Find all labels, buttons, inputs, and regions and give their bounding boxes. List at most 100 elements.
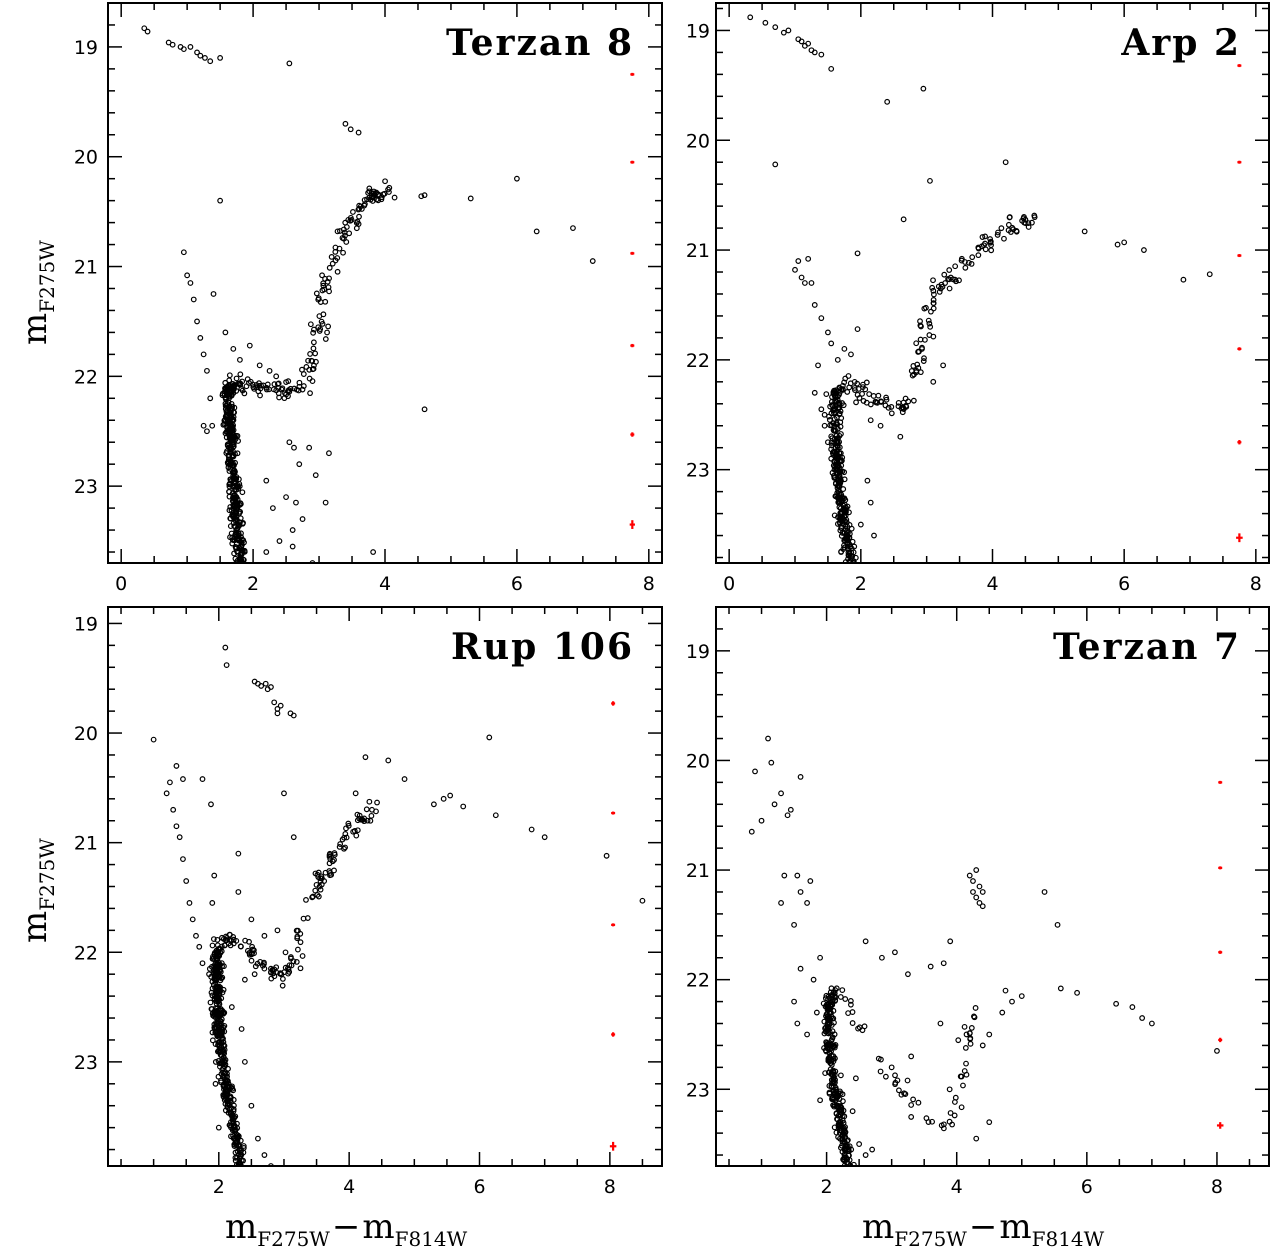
data-point <box>216 1060 223 1067</box>
data-point <box>223 1087 230 1094</box>
data-point <box>217 55 224 61</box>
data-point <box>778 900 784 906</box>
y-tick-label: 21 <box>686 240 710 262</box>
data-point <box>791 998 797 1005</box>
data-point <box>447 792 454 799</box>
data-point <box>364 817 371 824</box>
data-point <box>234 500 241 507</box>
data-point <box>230 448 236 455</box>
data-point <box>224 1101 231 1108</box>
plot-frame <box>715 2 1270 564</box>
data-point <box>326 860 333 867</box>
data-point <box>772 161 779 168</box>
data-point <box>987 236 994 242</box>
data-point <box>218 975 225 982</box>
data-point <box>961 1023 968 1030</box>
x-tick-label: 6 <box>473 1176 485 1198</box>
data-point <box>839 987 846 993</box>
data-point <box>946 1086 953 1093</box>
x-tick-label: 6 <box>1081 1176 1093 1198</box>
data-point <box>927 323 934 330</box>
data-point <box>385 757 392 764</box>
data-point <box>282 949 289 956</box>
data-point <box>375 191 382 198</box>
data-point <box>237 556 244 563</box>
data-point <box>929 1118 936 1125</box>
data-point <box>189 916 196 923</box>
data-point <box>269 505 276 511</box>
data-point <box>862 1152 869 1158</box>
data-point <box>913 340 920 347</box>
data-point <box>847 1001 854 1008</box>
data-point <box>829 1036 835 1042</box>
data-point <box>319 320 326 327</box>
data-point <box>218 943 225 950</box>
data-point <box>787 806 794 813</box>
data-point <box>238 1026 245 1032</box>
data-point <box>830 448 837 455</box>
data-point <box>979 903 986 910</box>
y-tick-label: 23 <box>686 1079 710 1101</box>
data-point <box>294 933 301 940</box>
data-point <box>804 900 810 906</box>
data-point <box>316 313 323 320</box>
data-point <box>197 335 204 341</box>
data-point <box>845 537 851 544</box>
data-point <box>910 363 917 369</box>
data-point <box>233 507 240 514</box>
data-point <box>222 644 229 651</box>
data-point <box>792 266 798 273</box>
data-point <box>797 965 804 972</box>
data-point <box>908 1053 915 1060</box>
data-point <box>834 521 841 527</box>
data-point <box>1008 229 1014 235</box>
data-point <box>309 560 316 563</box>
data-point <box>313 881 320 888</box>
x-tick-label: 6 <box>511 573 523 595</box>
data-point <box>845 1146 852 1152</box>
data-point <box>973 1135 980 1142</box>
data-point <box>283 494 289 501</box>
data-point <box>361 202 368 209</box>
y-tick-label: 19 <box>74 37 98 59</box>
data-point <box>823 1042 830 1049</box>
data-point <box>798 38 805 45</box>
data-point <box>275 390 282 397</box>
data-point <box>832 409 839 416</box>
data-point <box>923 304 929 311</box>
data-point <box>324 329 330 336</box>
data-point <box>825 329 831 336</box>
plot-frame <box>715 606 1270 1167</box>
data-point <box>930 378 937 385</box>
data-point <box>236 483 243 490</box>
data-point <box>232 1126 239 1133</box>
data-point <box>199 960 206 967</box>
data-point <box>872 398 879 405</box>
data-point <box>258 683 265 689</box>
data-point <box>319 272 325 279</box>
data-point <box>170 806 177 813</box>
data-point <box>328 254 335 260</box>
data-point <box>273 373 280 380</box>
data-point <box>946 285 953 292</box>
data-point <box>293 386 300 393</box>
data-point <box>214 936 221 943</box>
data-point <box>967 1040 974 1047</box>
data-point <box>347 126 354 133</box>
data-point <box>354 811 361 818</box>
data-point <box>163 790 170 797</box>
data-point <box>805 40 812 47</box>
data-point <box>821 411 828 418</box>
data-point <box>844 1160 850 1166</box>
data-point <box>222 1061 229 1068</box>
data-point <box>418 193 425 200</box>
x-tick-label: 8 <box>1250 573 1262 595</box>
data-point <box>920 85 927 92</box>
data-point <box>830 1080 836 1087</box>
panel-rup-106: 2 4 6 8 19 20 21 22 23 Rup 106 <box>74 606 663 1198</box>
data-point <box>226 937 233 943</box>
data-point <box>892 949 898 956</box>
x-tick-label: 4 <box>343 1176 355 1198</box>
data-point <box>837 1111 844 1118</box>
data-point <box>915 1099 922 1106</box>
